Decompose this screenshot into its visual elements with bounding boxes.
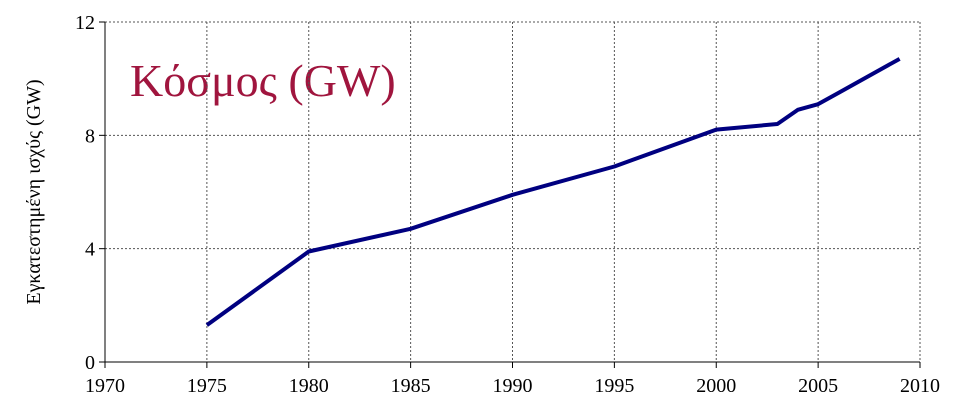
x-tick-label: 1995: [594, 375, 634, 397]
y-tick-label: 4: [85, 239, 95, 261]
chart-title: Κόσμος (GW): [130, 55, 396, 106]
line: [205, 57, 901, 327]
x-tick-label: 2000: [696, 375, 736, 397]
y-axis-label: Εγκατεστημένη ισχύς (GW): [23, 79, 45, 304]
x-tick-label: 1980: [289, 375, 329, 397]
x-tick-label: 1970: [85, 375, 125, 397]
x-tick-label: 1975: [187, 375, 227, 397]
x-tick-label: 2010: [900, 375, 940, 397]
x-tick-label: 2005: [798, 375, 838, 397]
x-tick-label: 1985: [391, 375, 431, 397]
y-tick-label: 12: [75, 12, 95, 34]
y-tick-label: 0: [85, 352, 95, 374]
y-tick-label: 8: [85, 125, 95, 147]
x-tick-label: 1990: [493, 375, 533, 397]
